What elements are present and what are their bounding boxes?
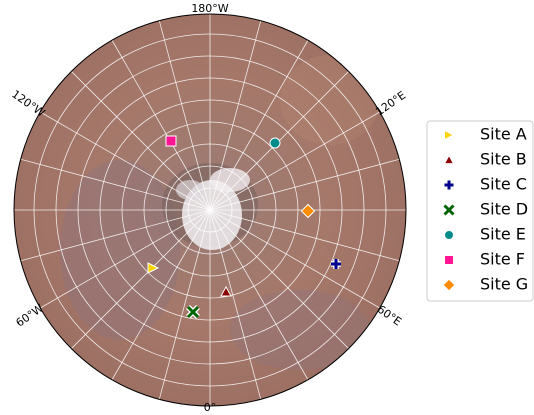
longitude-label: 60°E — [375, 303, 404, 329]
legend-marker — [444, 255, 454, 265]
meridian — [209, 209, 380, 309]
legend-label: Site D — [480, 200, 528, 219]
parallel — [143, 143, 277, 277]
legend-marker — [444, 230, 454, 240]
parallel — [187, 187, 233, 233]
legend-marker — [442, 278, 456, 292]
legend-label: Site G — [480, 275, 528, 294]
longitude-label: 0° — [204, 401, 217, 414]
parallel — [55, 55, 365, 365]
parallel — [165, 165, 255, 255]
legend-label: Site C — [480, 175, 527, 194]
site-markers — [147, 135, 341, 319]
parallel — [99, 99, 321, 321]
longitude-label: 60°W — [14, 301, 46, 329]
legend-marker — [443, 204, 455, 216]
site-marker — [300, 203, 316, 219]
parallel — [33, 33, 387, 387]
meridian — [20, 158, 211, 211]
legend-label: Site E — [480, 225, 526, 244]
site-marker — [331, 259, 341, 269]
site-marker — [220, 285, 232, 297]
light-region — [280, 55, 380, 145]
legend-marker — [443, 154, 455, 165]
legend-marker — [444, 180, 454, 190]
site-marker — [269, 137, 281, 149]
meridian — [209, 158, 400, 211]
meridian — [209, 111, 380, 211]
legend: Site A Site B Site C Site D Site E Site F Site… — [442, 125, 528, 294]
parallel — [77, 77, 343, 343]
longitude-label: 120°E — [373, 89, 408, 119]
dark-region — [60, 160, 180, 340]
globe — [14, 14, 406, 406]
legend-label: Site F — [480, 250, 525, 269]
meridian — [209, 209, 400, 262]
site-marker — [186, 305, 200, 319]
site-marker — [165, 135, 177, 147]
meridian — [71, 71, 211, 211]
meridian — [40, 209, 211, 309]
meridian — [158, 209, 211, 400]
meridian — [111, 209, 211, 380]
longitude-label: 180°W — [191, 2, 228, 15]
legend-marker — [444, 129, 455, 141]
meridian — [111, 40, 211, 211]
legend-label: Site B — [480, 150, 527, 169]
meridian — [20, 209, 211, 262]
site-marker — [147, 262, 160, 274]
meridian — [209, 209, 309, 380]
meridian — [209, 209, 349, 349]
graticule — [14, 14, 406, 406]
meridian — [209, 209, 262, 400]
meridian — [209, 20, 262, 211]
parallel — [121, 121, 299, 299]
meridian — [209, 40, 309, 211]
meridian — [40, 111, 211, 211]
globe-outline — [13, 13, 407, 407]
meridian — [158, 20, 211, 211]
dark-region — [230, 290, 370, 370]
meridian — [71, 209, 211, 349]
legend-label: Site A — [480, 125, 527, 144]
longitude-label: 120°W — [9, 88, 47, 120]
